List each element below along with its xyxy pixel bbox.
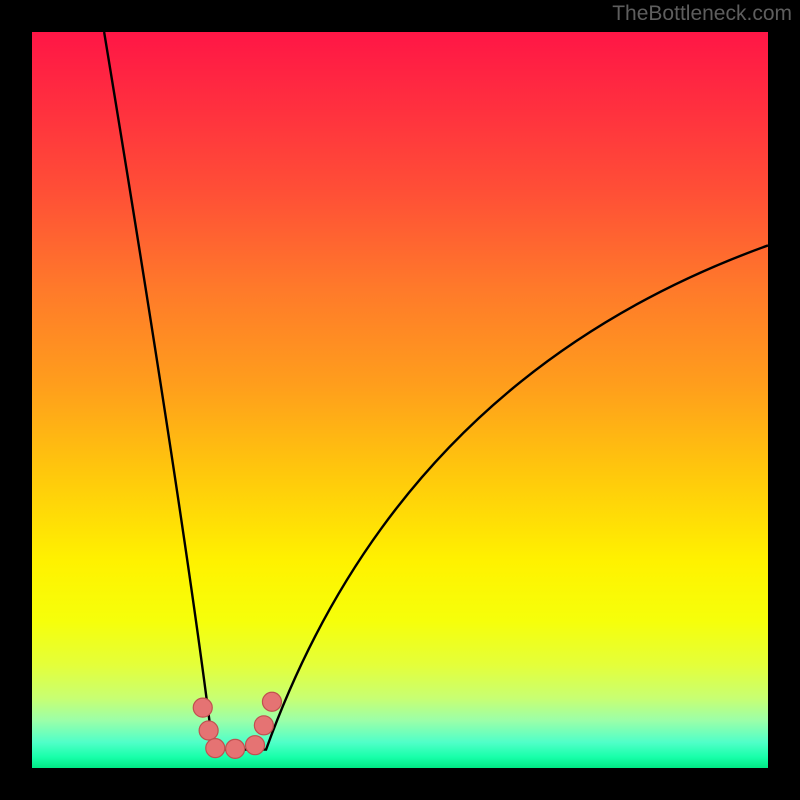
- curve-marker: [193, 698, 212, 717]
- plot-area: [32, 32, 768, 768]
- curve-marker: [226, 739, 245, 758]
- v-curve-path: [104, 32, 768, 750]
- curve-marker: [206, 739, 225, 758]
- curve-marker: [246, 736, 265, 755]
- bottleneck-curve: [32, 32, 768, 768]
- curve-marker: [254, 716, 273, 735]
- chart-frame: TheBottleneck.com: [0, 0, 800, 800]
- curve-marker: [199, 721, 218, 740]
- curve-marker: [262, 692, 281, 711]
- watermark-label: TheBottleneck.com: [612, 2, 792, 26]
